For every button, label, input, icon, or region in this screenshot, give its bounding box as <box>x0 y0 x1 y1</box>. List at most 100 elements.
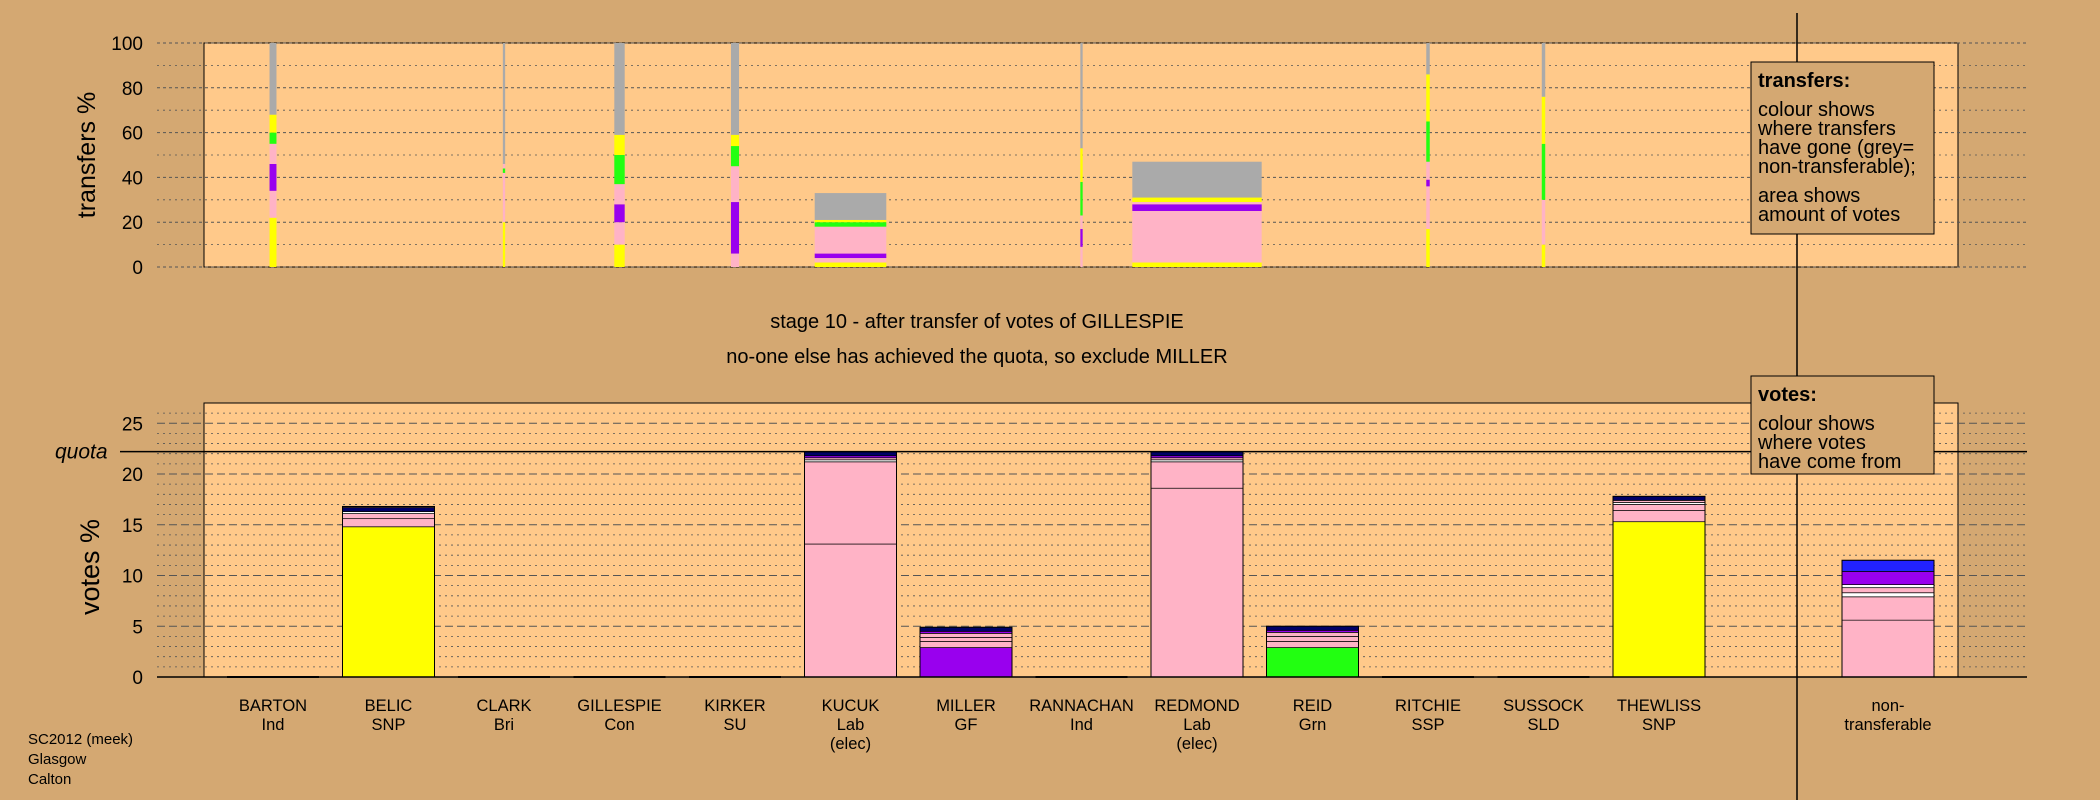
category-label: Ind <box>262 716 285 734</box>
category-label: MILLER <box>936 697 996 715</box>
footer-line: Glasgow <box>28 751 87 768</box>
transfers-legend-line: have gone (grey= <box>1758 137 1914 159</box>
transfer-segment <box>1426 43 1430 75</box>
category-label: BARTON <box>239 697 307 715</box>
transfer-segment <box>269 143 277 164</box>
transfer-segment <box>502 172 506 223</box>
category-label: SLD <box>1527 716 1559 734</box>
category-label: BELIC <box>365 697 413 715</box>
transfer-segment <box>814 226 887 254</box>
vote-segment <box>1266 647 1359 678</box>
transfer-segment <box>1426 228 1430 267</box>
stage-title: stage 10 - after transfer of votes of GI… <box>770 311 1184 333</box>
transfer-segment <box>1132 262 1262 267</box>
vote-segment <box>1266 641 1359 648</box>
vote-segment <box>1841 596 1935 621</box>
vote-segment <box>1150 487 1244 678</box>
votes-legend-box <box>1750 375 1935 475</box>
transfers-legend-line: area shows <box>1758 185 1860 207</box>
transfer-segment <box>1132 161 1262 198</box>
vote-segment <box>342 507 435 512</box>
transfer-segment <box>1426 186 1430 229</box>
category-label: KIRKER <box>704 697 766 715</box>
transfer-segment <box>730 146 740 167</box>
votes-ytick-label: 25 <box>122 414 143 435</box>
category-label: REDMOND <box>1154 697 1239 715</box>
transfers-legend: transfers: colour shows where transfers … <box>1750 61 1935 235</box>
transfer-segment <box>1541 244 1546 267</box>
category-label: non- <box>1871 697 1904 715</box>
votes-ytick-label: 0 <box>132 668 143 689</box>
transfer-segment <box>814 262 887 267</box>
transfers-ytick-label: 100 <box>111 34 143 55</box>
category-label: GF <box>955 716 978 734</box>
category-label: Con <box>604 716 634 734</box>
category-label: REID <box>1293 697 1333 715</box>
transfer-segment <box>1080 148 1083 182</box>
transfers-legend-line: colour shows <box>1758 99 1875 121</box>
votes-category-labels: BARTONIndBELICSNPCLARKBriGILLESPIEConKIR… <box>239 697 1932 753</box>
transfers-ytick-label: 60 <box>122 124 143 145</box>
transfer-segment <box>730 166 740 203</box>
transfer-segment <box>730 253 740 267</box>
votes-ytick-label: 20 <box>122 465 143 486</box>
transfer-segment <box>1080 228 1083 247</box>
vote-segment <box>1612 504 1706 511</box>
footer: SC2012 (meek) Glasgow Calton <box>28 731 133 788</box>
transfer-segment <box>814 193 887 220</box>
transfer-segment <box>1132 197 1262 203</box>
transfer-segment <box>1132 204 1262 211</box>
votes-legend-line: colour shows <box>1758 413 1875 435</box>
vote-segment <box>1841 592 1935 598</box>
vote-segment <box>1266 636 1359 642</box>
votes-legend-title: votes: <box>1758 384 1817 406</box>
vote-segment <box>919 647 1013 678</box>
category-label: SNP <box>372 716 406 734</box>
transfer-segment <box>1132 211 1262 263</box>
transfer-segment <box>614 155 625 185</box>
vote-segment <box>1266 625 1359 631</box>
transfers-ytick-labels: 0 20 40 60 80 100 <box>111 34 143 279</box>
vote-segment <box>1841 619 1935 678</box>
transfer-segment <box>269 43 277 115</box>
votes-legend-line: where votes <box>1757 432 1866 454</box>
votes-ytick-label: 5 <box>132 617 143 638</box>
category-label: Grn <box>1299 716 1327 734</box>
category-label: (elec) <box>830 735 871 753</box>
transfers-ytick-label: 40 <box>122 168 143 189</box>
transfer-segment <box>614 184 625 205</box>
category-label: Lab <box>1183 716 1211 734</box>
transfer-segment <box>269 114 277 133</box>
vote-segment <box>804 543 897 678</box>
transfers-panel: 0 20 40 60 80 100 transfers % <box>73 34 2027 279</box>
votes-ytick-label: 15 <box>122 516 143 537</box>
transfer-segment <box>1541 96 1546 144</box>
stage-subtitle: no-one else has achieved the quota, so e… <box>726 346 1227 368</box>
transfer-segment <box>1426 74 1430 122</box>
transfers-legend-title: transfers: <box>1758 70 1850 92</box>
vote-segment <box>1266 631 1359 637</box>
votes-ytick-label: 10 <box>122 567 143 588</box>
category-label: GILLESPIE <box>577 697 661 715</box>
transfer-segment <box>1080 215 1083 229</box>
transfer-segment <box>269 217 277 267</box>
transfer-segment <box>614 244 625 267</box>
vote-segment <box>919 641 1013 648</box>
transfer-segment <box>269 190 277 218</box>
transfers-legend-line: amount of votes <box>1758 204 1900 226</box>
category-label: CLARK <box>476 697 531 715</box>
transfer-segment <box>614 43 625 135</box>
transfers-legend-box <box>1750 61 1935 235</box>
transfer-segment <box>614 134 625 155</box>
votes-legend: votes: colour shows where votes have com… <box>1750 375 1935 475</box>
transfer-segment <box>814 258 887 263</box>
transfers-ytick-label: 80 <box>122 79 143 100</box>
category-label: SU <box>724 716 747 734</box>
vote-segment <box>1612 495 1706 501</box>
vote-segment <box>342 518 435 528</box>
vote-segment <box>1841 584 1935 589</box>
vote-segment <box>919 637 1013 642</box>
transfer-segment <box>1132 202 1262 205</box>
transfers-ylabel: transfers % <box>73 92 101 218</box>
